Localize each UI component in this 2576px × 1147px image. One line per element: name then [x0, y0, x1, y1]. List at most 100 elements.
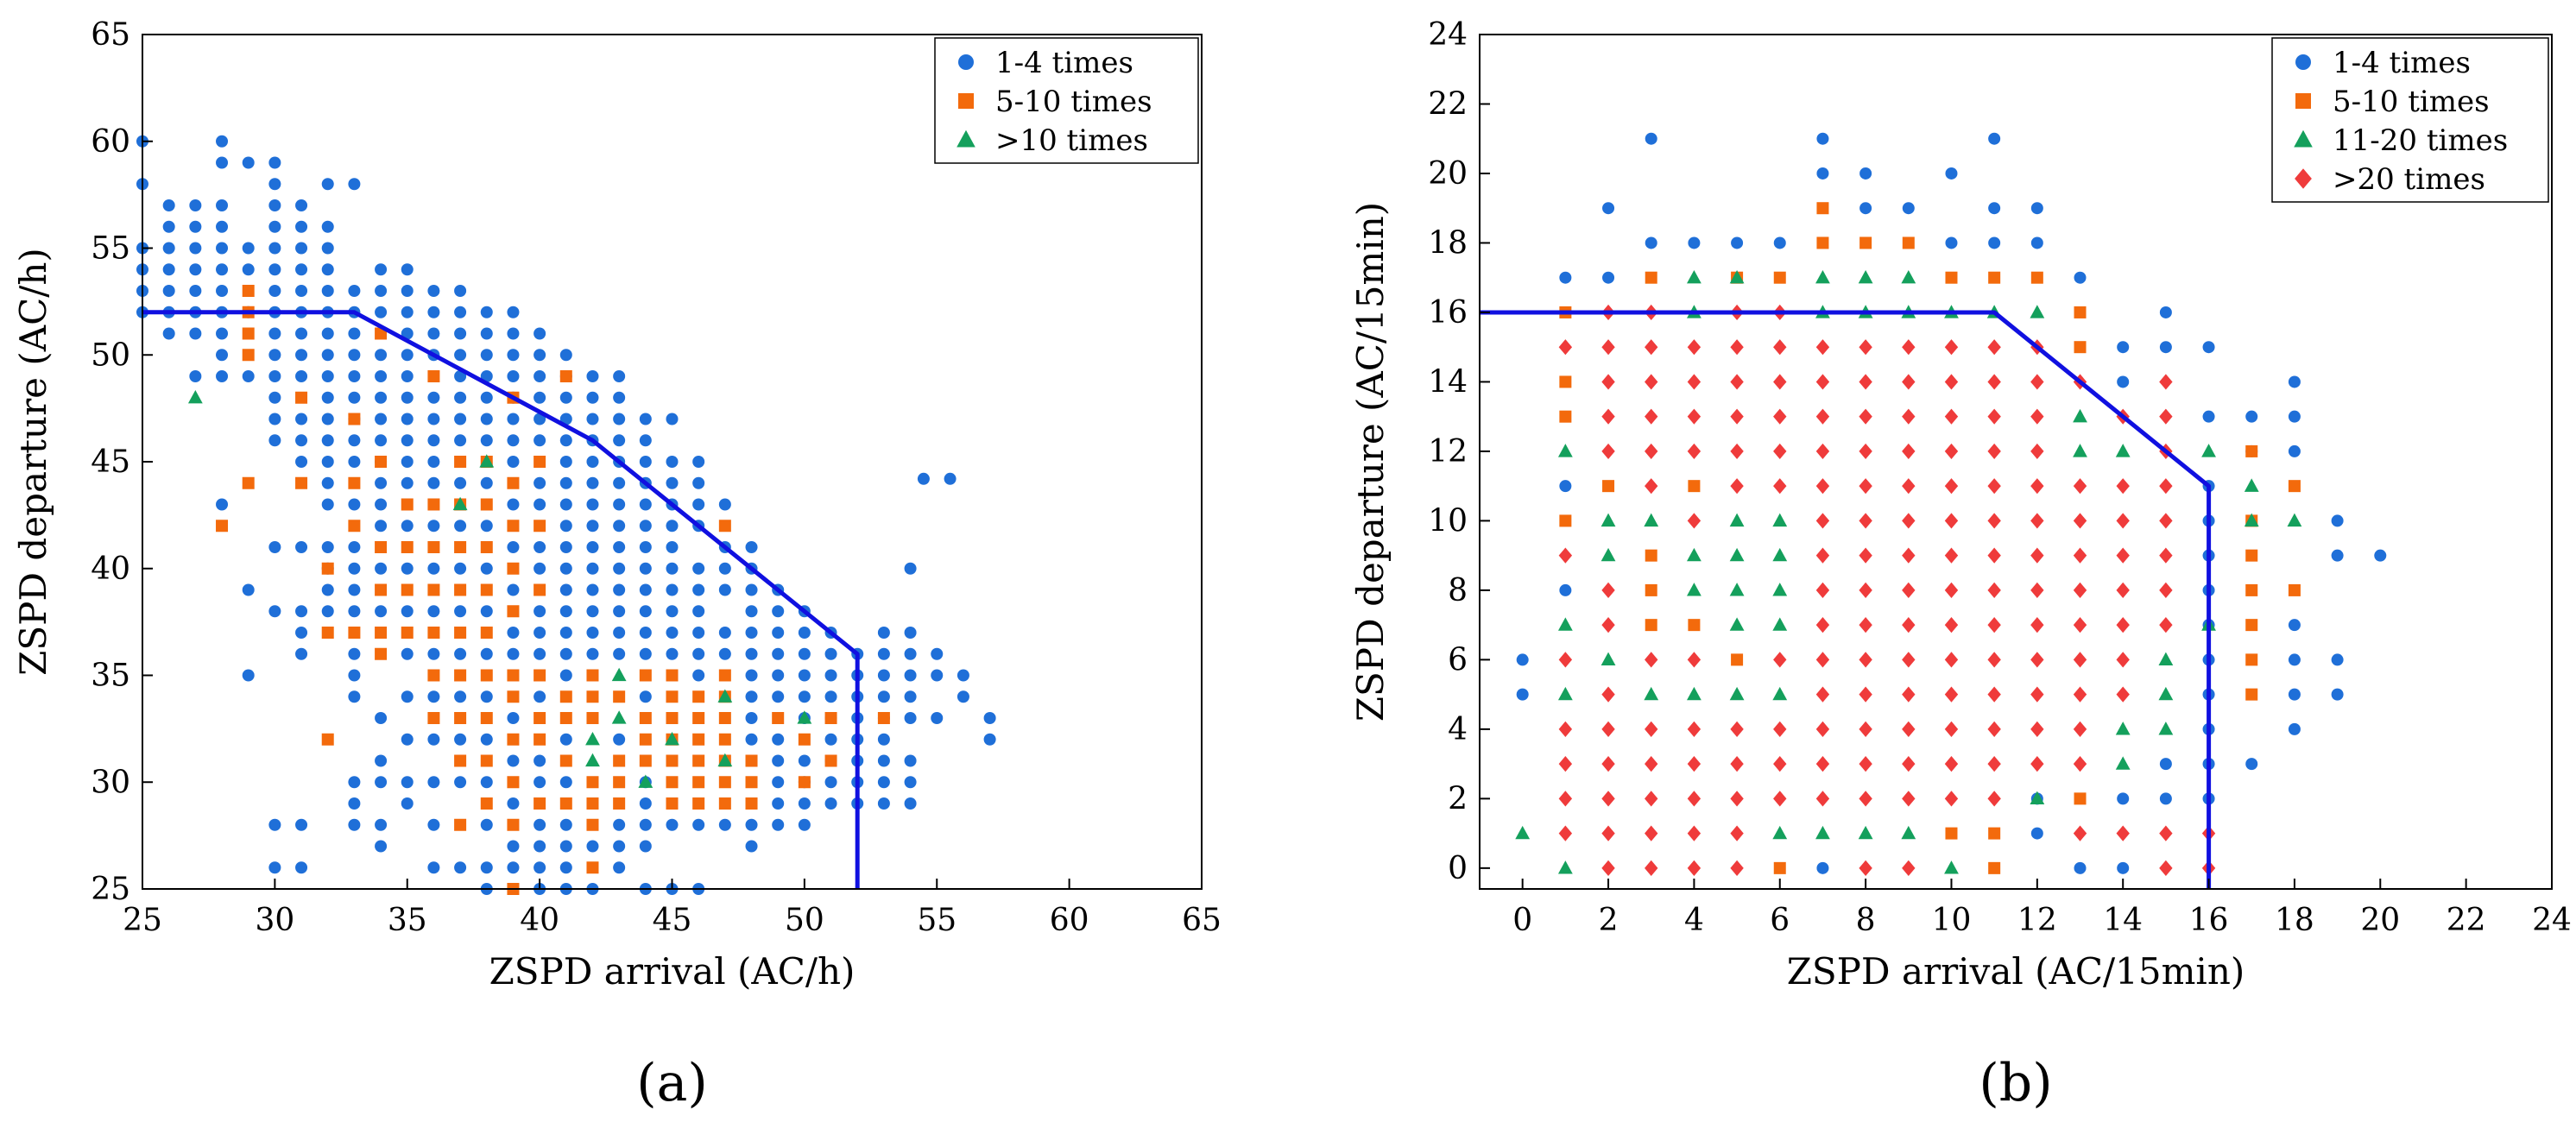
- data-point: [613, 733, 626, 746]
- data-point: [1645, 583, 1657, 596]
- x-tick-label: 2: [1599, 903, 1619, 938]
- data-point: [2030, 236, 2043, 249]
- data-point: [295, 818, 308, 831]
- data-point: [427, 434, 440, 447]
- data-point: [717, 753, 733, 767]
- data-point: [375, 647, 388, 660]
- data-point: [1815, 408, 1830, 425]
- data-point: [1601, 686, 1615, 703]
- data-point: [2159, 758, 2172, 771]
- data-point: [1859, 756, 1872, 772]
- data-point: [1601, 791, 1615, 807]
- data-point: [295, 476, 308, 489]
- y-tick-label: 8: [1448, 573, 1468, 608]
- data-point: [1859, 374, 1872, 390]
- data-point: [480, 562, 493, 575]
- data-point: [2073, 478, 2087, 495]
- data-point: [1687, 652, 1702, 668]
- data-point: [2245, 444, 2258, 457]
- data-point: [2030, 721, 2044, 737]
- data-point: [559, 391, 572, 404]
- data-point: [1902, 721, 1916, 737]
- data-point: [2159, 582, 2173, 599]
- data-point: [507, 370, 520, 382]
- data-point: [1815, 339, 1830, 356]
- data-point: [268, 178, 281, 191]
- data-point: [559, 627, 572, 639]
- data-point: [824, 797, 837, 810]
- data-point: [586, 413, 599, 425]
- data-point: [507, 327, 520, 340]
- data-point: [454, 456, 467, 468]
- data-point: [401, 349, 414, 362]
- data-point: [427, 456, 440, 468]
- data-point: [745, 797, 758, 810]
- data-point: [639, 647, 652, 660]
- data-point: [2030, 513, 2044, 529]
- data-point: [534, 562, 546, 575]
- data-point: [718, 733, 731, 746]
- data-point: [1859, 652, 1872, 668]
- data-point: [216, 498, 229, 511]
- data-point: [2073, 652, 2087, 668]
- data-point: [1944, 513, 1959, 529]
- data-point: [1557, 444, 1573, 457]
- data-point: [1645, 791, 1658, 807]
- data-point: [1773, 791, 1787, 807]
- data-point: [1773, 652, 1787, 668]
- data-point: [427, 476, 440, 489]
- data-point: [401, 370, 414, 382]
- data-point: [534, 861, 546, 874]
- data-point: [534, 520, 546, 533]
- data-point: [877, 669, 890, 682]
- data-point: [507, 306, 520, 318]
- data-point: [401, 476, 414, 489]
- data-point: [2030, 443, 2044, 460]
- data-point: [295, 861, 308, 874]
- x-axis-label-b: ZSPD arrival (AC/15min): [1787, 950, 2245, 993]
- data-point: [375, 349, 388, 362]
- data-point: [904, 627, 917, 639]
- data-point: [957, 690, 969, 703]
- data-point: [2202, 341, 2215, 354]
- data-point: [718, 776, 731, 789]
- data-point: [375, 562, 388, 575]
- data-point: [1687, 339, 1702, 356]
- data-point: [2116, 652, 2130, 668]
- data-point: [1731, 653, 1744, 666]
- data-point: [427, 498, 440, 511]
- data-point: [348, 178, 361, 191]
- data-point: [321, 263, 334, 276]
- data-point: [2116, 478, 2130, 495]
- data-point: [1558, 825, 1573, 841]
- data-point: [162, 327, 175, 340]
- data-point: [639, 583, 652, 596]
- data-point: [242, 349, 255, 362]
- data-point: [613, 861, 626, 874]
- data-point: [745, 541, 758, 553]
- data-point: [348, 797, 361, 810]
- data-point: [559, 370, 572, 382]
- data-point: [534, 327, 546, 340]
- data-point: [666, 520, 679, 533]
- legend-marker: [2295, 93, 2311, 109]
- data-point: [427, 627, 440, 639]
- data-point: [454, 861, 467, 874]
- data-point: [1815, 582, 1830, 599]
- data-point: [1515, 825, 1531, 840]
- data-point: [375, 605, 388, 618]
- data-point: [1815, 269, 1830, 284]
- data-point: [348, 285, 361, 297]
- data-point: [321, 242, 334, 255]
- data-point: [1944, 443, 1959, 460]
- data-point: [2244, 478, 2259, 492]
- data-point: [454, 733, 467, 746]
- legend-b: 1-4 times 5-10 times 11-20 times >20 times: [2271, 37, 2549, 203]
- data-point: [321, 627, 334, 639]
- data-point: [427, 605, 440, 618]
- data-point: [480, 583, 493, 596]
- data-point: [2030, 547, 2044, 564]
- data-point: [692, 605, 705, 618]
- data-point: [401, 434, 414, 447]
- data-point: [1773, 861, 1786, 874]
